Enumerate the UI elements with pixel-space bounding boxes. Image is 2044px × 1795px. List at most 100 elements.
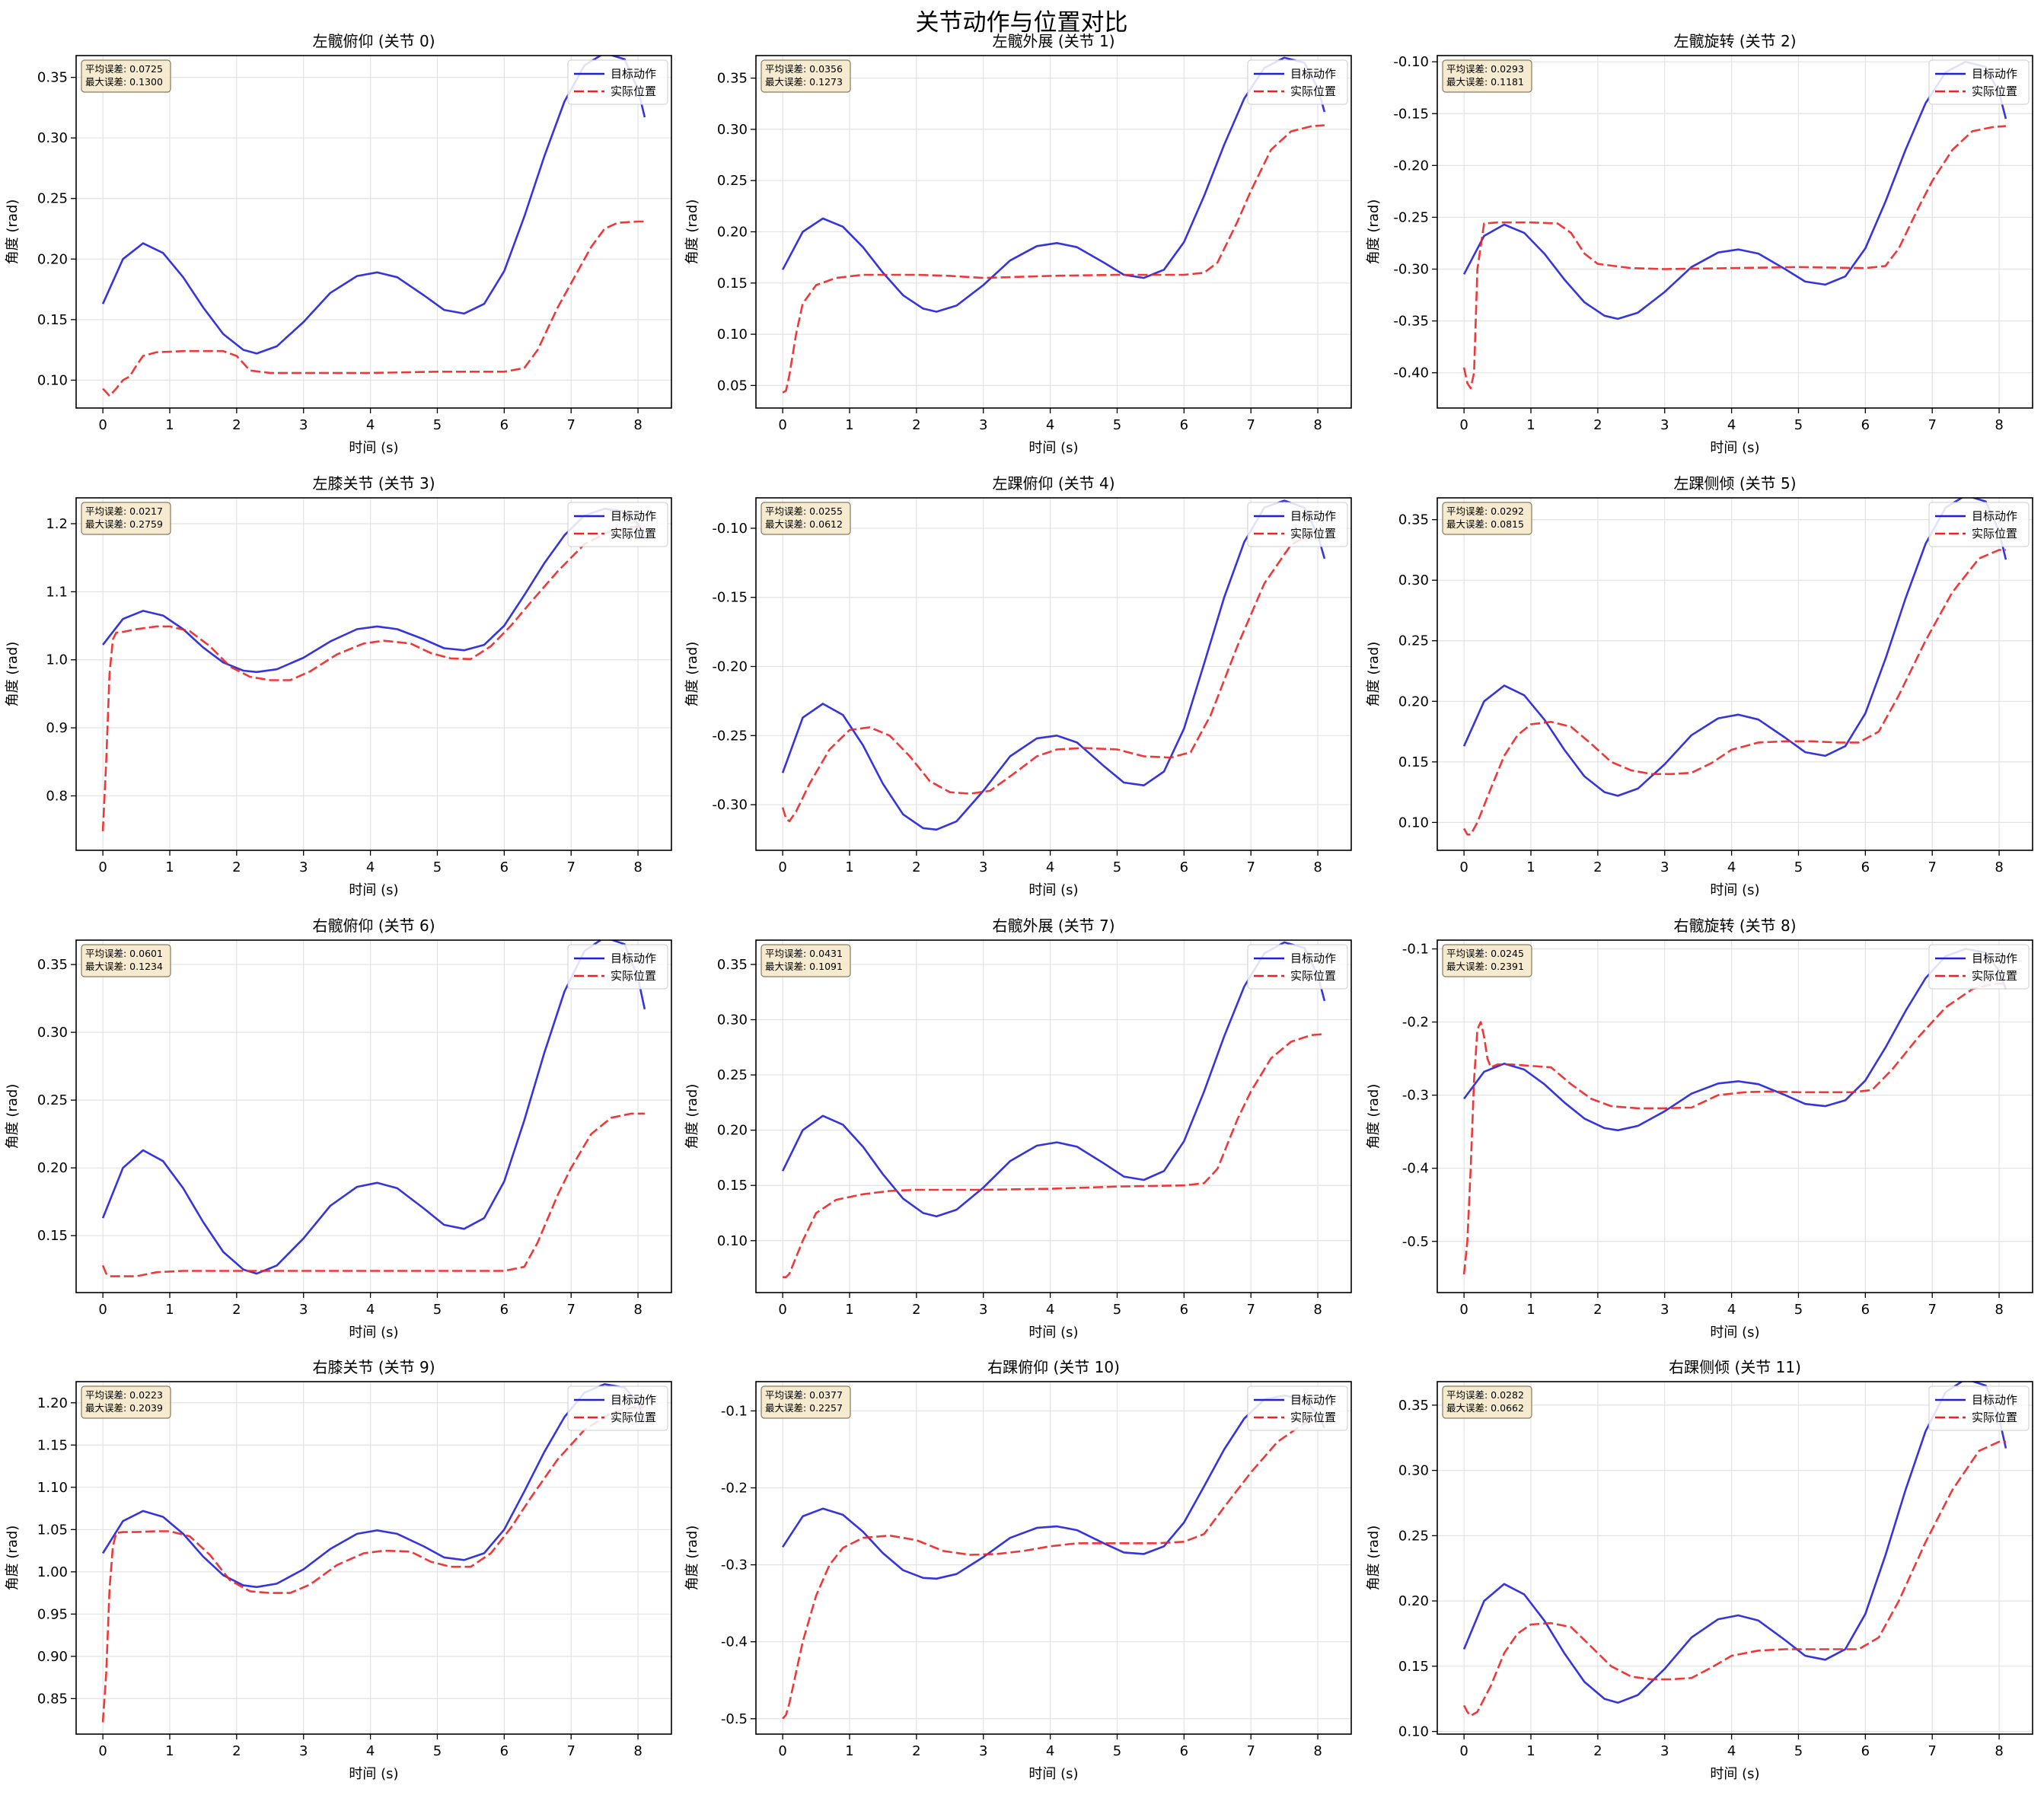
target-series-line xyxy=(1462,1382,2007,1704)
x-tick-label: 5 xyxy=(1113,1743,1121,1759)
mean-error-text: 平均误差: 0.0292 xyxy=(1446,505,1524,517)
legend-actual-label: 实际位置 xyxy=(611,84,656,98)
x-axis-label: 时间 (s) xyxy=(1710,1325,1759,1341)
max-error-text: 最大误差: 0.1300 xyxy=(85,76,163,88)
legend-actual-label: 实际位置 xyxy=(1290,1411,1336,1424)
subplot-1: 左髋外展 (关节 1) 0 1 2 3 4 5 6 7 8 0.05 0.10 0.15 0.20 0.25… xyxy=(684,32,1352,456)
y-axis-label: 角度 (rad) xyxy=(5,1084,21,1149)
x-tick-label: 3 xyxy=(979,859,987,875)
y-tick-label: -0.10 xyxy=(1393,54,1429,70)
y-tick-label: 0.20 xyxy=(717,1123,748,1139)
x-tick-label: 4 xyxy=(1046,1302,1054,1318)
mean-error-text: 平均误差: 0.0255 xyxy=(765,505,843,517)
y-axis-label: 角度 (rad) xyxy=(1366,1084,1382,1149)
x-tick-label: 7 xyxy=(566,859,575,875)
x-tick-label: 4 xyxy=(1727,417,1736,433)
legend-target-label: 目标动作 xyxy=(1290,952,1336,965)
legend-target-label: 目标动作 xyxy=(1290,1393,1336,1407)
legend-target-label: 目标动作 xyxy=(611,67,656,81)
x-tick-label: 1 xyxy=(165,417,174,433)
x-tick-label: 4 xyxy=(1046,1743,1054,1759)
subplot-title: 右膝关节 (关节 9) xyxy=(312,1358,435,1376)
legend-actual-label: 实际位置 xyxy=(1290,969,1336,983)
x-tick-label: 4 xyxy=(1727,859,1736,875)
y-tick-label: 0.20 xyxy=(717,225,748,241)
subplot-3: 左膝关节 (关节 3) 0 1 2 3 4 5 6 7 8 0.8 0.9 1.0 1.1 1.2 时间 (s… xyxy=(5,474,672,898)
actual-series-line xyxy=(101,525,645,832)
x-tick-label: 7 xyxy=(566,1743,575,1759)
x-tick-label: 0 xyxy=(778,859,786,875)
axes-frame xyxy=(755,55,1352,409)
error-stats-box xyxy=(1442,502,1532,535)
axes-frame xyxy=(1437,497,2033,851)
y-axis-label: 角度 (rad) xyxy=(684,199,700,265)
error-stats-box xyxy=(81,502,171,535)
legend-actual-label: 实际位置 xyxy=(611,527,656,540)
target-series-line xyxy=(781,499,1326,831)
target-series-line xyxy=(101,940,646,1275)
x-tick-label: 2 xyxy=(1593,859,1602,875)
x-tick-label: 6 xyxy=(1180,1302,1188,1318)
target-series-line xyxy=(781,941,1326,1218)
x-tick-label: 1 xyxy=(165,1743,174,1759)
subplot-9: 右膝关节 (关节 9) 0 1 2 3 4 5 6 7 8 0.85 0.90 0.95 1.00 1.05… xyxy=(5,1358,672,1782)
legend-actual-label: 实际位置 xyxy=(611,1411,656,1424)
subplot-11: 右踝侧倾 (关节 11) 0 1 2 3 4 5 6 7 8 0.10 0.15 0.20 0.25 0.3… xyxy=(1366,1358,2033,1782)
y-tick-label: 0.15 xyxy=(37,312,68,328)
legend-box xyxy=(1928,944,2030,990)
legend-actual-label: 实际位置 xyxy=(1972,527,2017,540)
error-stats-box xyxy=(1442,1385,1532,1419)
x-axis-label: 时间 (s) xyxy=(349,882,398,898)
subplot-title: 右髋外展 (关节 7) xyxy=(992,917,1114,935)
subplot-6: 右髋俯仰 (关节 6) 0 1 2 3 4 5 6 7 8 0.15 0.20 0.25 0.30 0.35… xyxy=(5,917,672,1341)
legend-box xyxy=(567,1385,668,1431)
x-tick-label: 1 xyxy=(845,417,853,433)
y-tick-label: 0.35 xyxy=(37,70,68,86)
max-error-text: 最大误差: 0.0815 xyxy=(1446,518,1524,530)
subplot-title: 左踝侧倾 (关节 5) xyxy=(1673,474,1796,493)
y-tick-label: 1.10 xyxy=(37,1480,68,1496)
x-tick-label: 3 xyxy=(299,1302,308,1318)
subplot-2: 左髋旋转 (关节 2) 0 1 2 3 4 5 6 7 8 -0.40 -0.35 -0.30 -0.25… xyxy=(1366,32,2033,456)
subplot-7: 右髋外展 (关节 7) 0 1 2 3 4 5 6 7 8 0.10 0.15 0.20 0.25 0.30… xyxy=(684,917,1352,1341)
mean-error-text: 平均误差: 0.0356 xyxy=(765,63,843,75)
legend-target-label: 目标动作 xyxy=(1972,1393,2017,1407)
x-tick-label: 5 xyxy=(433,417,442,433)
subplot-title: 左髋旋转 (关节 2) xyxy=(1673,32,1796,50)
subplot-10: 右踝俯仰 (关节 10) 0 1 2 3 4 5 6 7 8 -0.5 -0.4 -0.3 -0.2 -0.… xyxy=(684,1358,1352,1782)
y-tick-label: 0.30 xyxy=(1398,1463,1429,1479)
mean-error-text: 平均误差: 0.0377 xyxy=(765,1389,843,1401)
y-tick-label: 0.15 xyxy=(717,276,748,292)
actual-series-line xyxy=(101,1406,645,1723)
x-tick-label: 2 xyxy=(912,417,920,433)
legend-target-label: 目标动作 xyxy=(1290,509,1336,523)
x-axis-label: 时间 (s) xyxy=(349,1766,398,1782)
y-tick-label: 0.15 xyxy=(717,1178,748,1194)
legend-target-label: 目标动作 xyxy=(1972,509,2017,523)
x-tick-label: 3 xyxy=(1660,1743,1669,1759)
subplot-5: 左踝侧倾 (关节 5) 0 1 2 3 4 5 6 7 8 0.10 0.15 0.20 0.25 0.30… xyxy=(1366,474,2033,898)
subplot-title: 右髋旋转 (关节 8) xyxy=(1673,917,1796,935)
y-tick-label: 0.35 xyxy=(1398,1398,1429,1414)
x-tick-label: 0 xyxy=(1459,417,1468,433)
max-error-text: 最大误差: 0.2039 xyxy=(85,1402,163,1414)
x-tick-label: 7 xyxy=(1928,417,1936,433)
x-tick-label: 5 xyxy=(433,1302,442,1318)
error-stats-box xyxy=(1442,59,1532,93)
max-error-text: 最大误差: 0.2759 xyxy=(85,518,163,530)
legend-box xyxy=(1247,944,1348,990)
max-error-text: 最大误差: 0.2391 xyxy=(1446,961,1524,972)
legend-target-label: 目标动作 xyxy=(1972,67,2017,81)
x-tick-label: 8 xyxy=(1313,859,1322,875)
x-tick-label: 3 xyxy=(299,859,308,875)
y-tick-label: -0.20 xyxy=(1393,158,1429,174)
x-tick-label: 6 xyxy=(1861,1743,1870,1759)
y-axis-label: 角度 (rad) xyxy=(684,1084,700,1149)
max-error-text: 最大误差: 0.1091 xyxy=(765,961,843,972)
x-tick-label: 8 xyxy=(633,417,642,433)
axes-frame xyxy=(1437,55,2033,409)
x-tick-label: 4 xyxy=(1727,1743,1736,1759)
y-tick-label: 0.20 xyxy=(37,1160,68,1176)
y-tick-label: 0.8 xyxy=(46,788,68,804)
y-tick-label: -0.1 xyxy=(1402,942,1429,958)
